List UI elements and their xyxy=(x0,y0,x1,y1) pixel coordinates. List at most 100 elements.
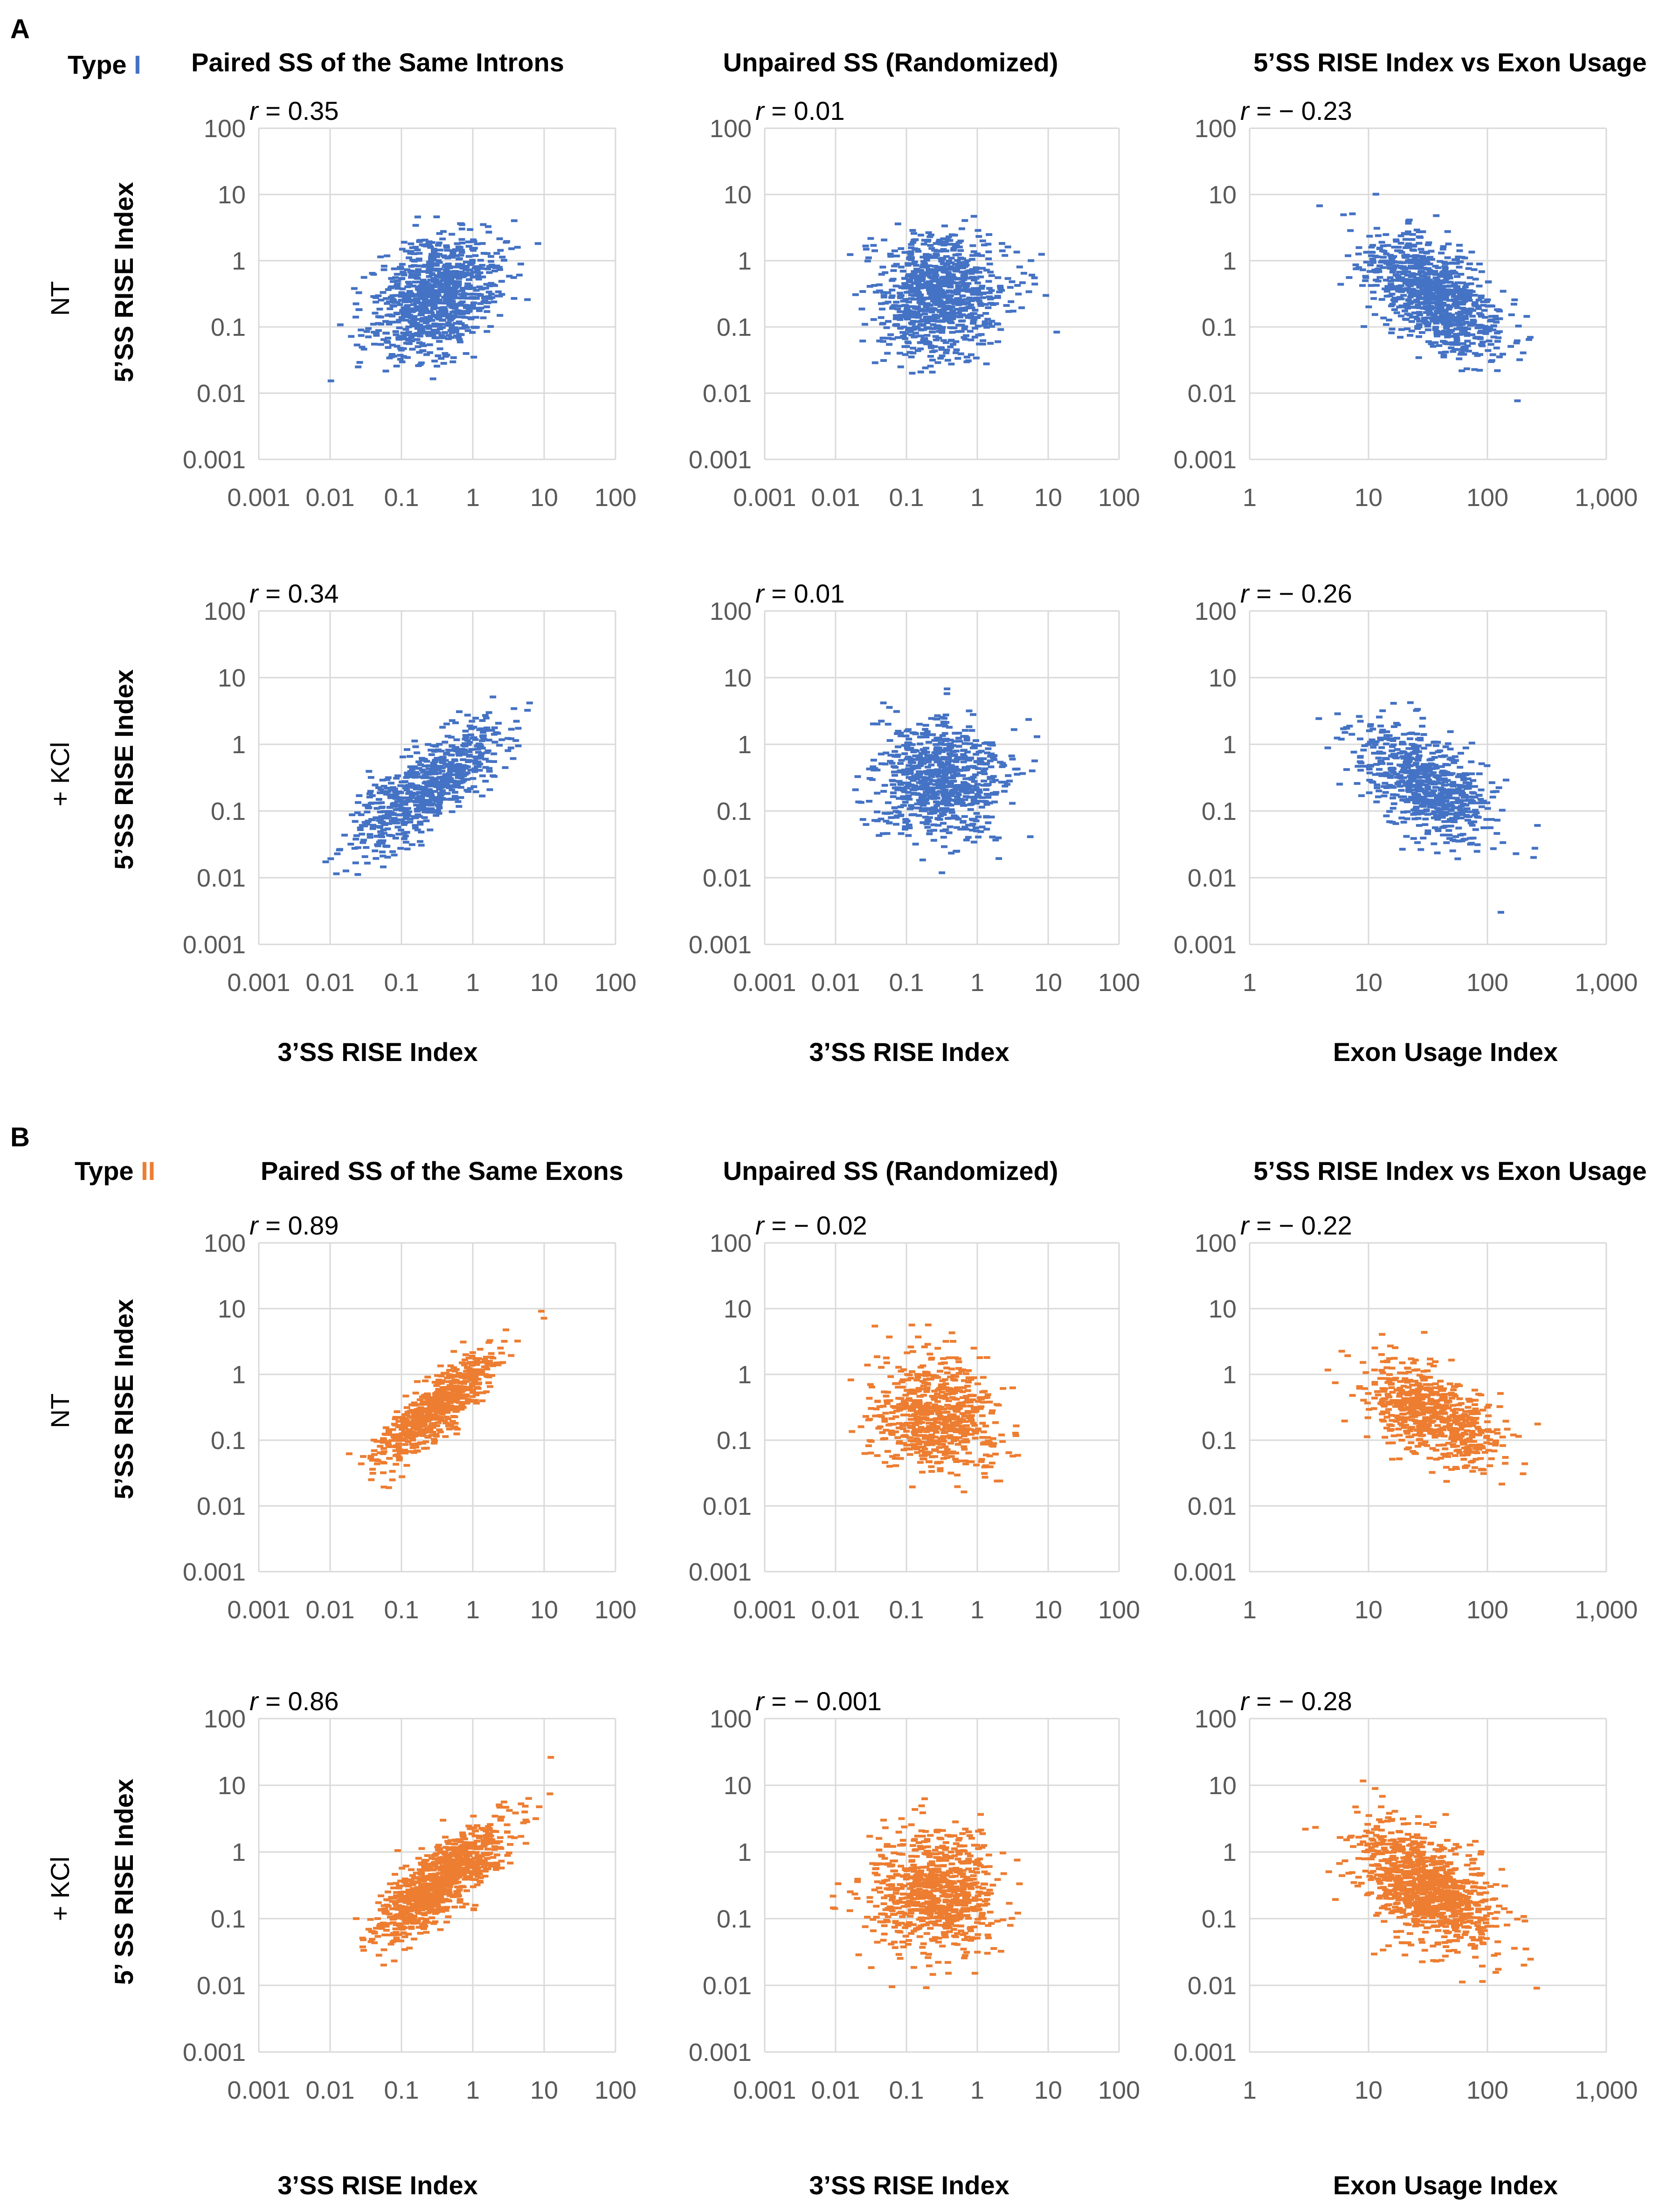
data-point xyxy=(1444,789,1451,792)
data-point xyxy=(1386,762,1393,765)
data-point xyxy=(379,841,386,845)
data-point xyxy=(1456,298,1463,301)
data-point xyxy=(381,823,388,826)
data-point xyxy=(1417,302,1424,305)
data-point xyxy=(1476,368,1483,372)
data-point xyxy=(942,739,949,742)
data-point xyxy=(1469,309,1476,312)
data-point xyxy=(879,322,886,325)
data-point xyxy=(1455,839,1462,843)
data-point xyxy=(438,273,445,277)
data-point xyxy=(1416,313,1423,316)
data-point xyxy=(931,299,938,303)
data-point xyxy=(1480,304,1487,307)
data-point xyxy=(957,257,964,260)
data-point xyxy=(433,329,440,332)
data-point xyxy=(365,335,372,339)
data-point xyxy=(1337,283,1344,286)
data-point xyxy=(1449,262,1456,264)
data-point xyxy=(414,808,421,811)
data-point xyxy=(428,287,435,290)
data-point xyxy=(944,294,951,297)
data-point xyxy=(436,324,442,327)
data-point xyxy=(924,772,931,776)
x-tick-label: 10 xyxy=(530,484,558,512)
data-point xyxy=(891,806,898,809)
data-point xyxy=(1459,793,1465,797)
data-point xyxy=(878,762,885,765)
data-point xyxy=(892,284,899,288)
data-point xyxy=(1053,331,1060,334)
data-point xyxy=(899,314,906,317)
data-point xyxy=(1431,306,1438,309)
data-point xyxy=(449,744,456,747)
data-point xyxy=(890,783,897,786)
data-point xyxy=(977,830,984,833)
panel-b-row1-label: NT xyxy=(45,1394,75,1428)
data-point xyxy=(886,739,893,742)
data-point xyxy=(443,294,450,298)
data-point xyxy=(1380,256,1387,259)
data-point xyxy=(408,273,415,276)
data-point xyxy=(971,335,978,339)
data-point xyxy=(1402,781,1409,784)
data-point xyxy=(431,304,438,307)
data-point xyxy=(903,735,910,738)
data-point xyxy=(1476,794,1483,797)
data-point xyxy=(485,711,492,714)
data-point xyxy=(1416,824,1423,827)
data-point xyxy=(465,255,472,258)
data-point xyxy=(443,269,450,272)
data-point xyxy=(942,778,949,781)
data-point xyxy=(1430,345,1437,348)
data-point xyxy=(932,271,939,274)
data-point xyxy=(1465,312,1472,315)
data-point xyxy=(426,268,432,271)
data-point xyxy=(1410,813,1417,816)
data-point xyxy=(392,837,399,840)
data-point xyxy=(1507,345,1514,348)
data-point xyxy=(958,281,965,284)
data-point xyxy=(433,785,440,788)
data-point xyxy=(1409,279,1416,282)
data-point xyxy=(969,244,976,247)
data-point xyxy=(442,287,449,290)
data-point xyxy=(1005,310,1012,313)
data-point xyxy=(420,344,427,347)
data-point xyxy=(909,305,916,308)
data-point xyxy=(469,720,476,723)
data-point xyxy=(441,301,448,305)
data-point xyxy=(456,320,463,324)
data-point xyxy=(429,253,436,256)
data-point xyxy=(1466,276,1473,279)
data-point xyxy=(1433,321,1440,325)
data-point xyxy=(964,767,971,770)
data-point xyxy=(414,751,421,755)
data-point xyxy=(1367,723,1374,726)
data-point xyxy=(917,308,924,311)
data-point xyxy=(470,240,477,243)
data-point xyxy=(1388,256,1395,259)
data-point xyxy=(896,317,903,320)
x-tick-label: 0.001 xyxy=(227,969,290,997)
data-point xyxy=(1356,715,1363,718)
data-point xyxy=(932,264,939,268)
data-point xyxy=(442,773,449,776)
data-point xyxy=(404,356,411,359)
data-point xyxy=(1020,271,1027,275)
data-point xyxy=(1459,792,1466,795)
data-point xyxy=(426,275,433,278)
data-point xyxy=(1444,285,1451,288)
data-point xyxy=(393,312,400,315)
data-point xyxy=(975,229,982,232)
data-point xyxy=(927,812,934,815)
data-point xyxy=(1363,261,1370,263)
data-point xyxy=(417,808,424,811)
data-point xyxy=(983,788,990,791)
data-point xyxy=(987,270,994,274)
data-point xyxy=(966,269,973,272)
data-point xyxy=(852,788,859,791)
data-point xyxy=(408,783,415,786)
data-point xyxy=(498,280,505,283)
data-point xyxy=(1434,317,1440,320)
